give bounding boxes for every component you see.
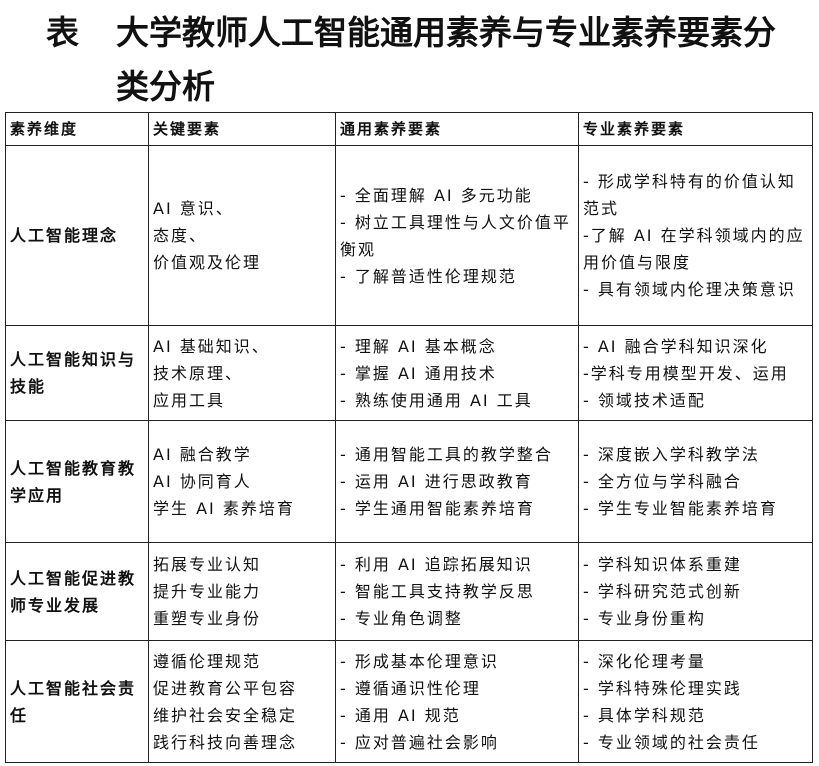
dimension-cell: 人工智能教育教学应用 (5, 420, 149, 543)
cell-item: - 形成基本伦理意识 (340, 651, 499, 671)
cell-item: - 深度嵌入学科教学法 (583, 445, 760, 464)
header-cell: 通用素养要素 (335, 112, 579, 146)
header-row: 素养维度 关键要素 通用素养要素 专业素养要素 (5, 112, 813, 146)
general-cell: - 理解 AI 基本概念 - 掌握 AI 通用技术 - 熟练使用通用 AI 工具 (335, 325, 579, 421)
cell-item: -了解 AI 在学科领域内的应用价值与限度 (583, 226, 805, 272)
professional-cell: - 学科知识体系重建 - 学科研究范式创新 - 专业身份重构 (578, 542, 813, 641)
cell-item: AI 融合教学 (153, 445, 252, 464)
cell-item: - 熟练使用通用 AI 工具 (340, 390, 533, 410)
row: 人工智能知识与技能 AI 基础知识、 技术原理、 应用工具 - 理解 AI 基本概念 - … (5, 325, 813, 421)
key-cell: 遵循伦理规范促进教育公平包容 维护社会安全稳定 践行科技向善理念 (148, 640, 336, 763)
cell-item: 应用工具 (153, 390, 226, 410)
cell-item: - 了解普适性伦理规范 (340, 266, 517, 286)
cell-item: - AI 融合学科知识深化 (583, 336, 769, 356)
key-cell: 拓展专业认知 提升专业能力 重塑专业身份 (148, 542, 336, 641)
cell-item: - 学科知识体系重建 (583, 555, 742, 574)
row: 人工智能促进教师专业发展 拓展专业认知 提升专业能力 重塑专业身份 - 利用 AI 追踪… (5, 542, 813, 641)
cell-item: - 运用 AI 进行思政教育 (340, 472, 533, 491)
cell-item: AI 基础知识、 (153, 336, 270, 356)
row: 人工智能理念 AI 意识、 态度、 价值观及伦理 - 全面理解 AI 多元功能 - 树立工… (5, 145, 813, 326)
row: 人工智能教育教学应用 AI 融合教学 AI 协同育人学生 AI 素养培育 - 通用智能… (5, 420, 813, 543)
general-cell: - 利用 AI 追踪拓展知识 - 智能工具支持教学反思 - 专业角色调整 (335, 542, 579, 641)
cell-item: -学科专用模型开发、运用 (583, 363, 789, 383)
title-text: 大学教师人工智能通用素养与专业素养要素分类分析 (116, 13, 776, 106)
header-cell: 素养维度 (5, 112, 149, 146)
professional-cell: - 深度嵌入学科教学法 - 全方位与学科融合 - 学生专业智能素养培育 (578, 420, 813, 543)
cell-item: - 通用智能工具的教学整合 (340, 445, 553, 464)
general-cell: - 形成基本伦理意识 - 遵循通识性伦理 - 通用 AI 规范 - 应对普遍社会影响 (335, 640, 579, 763)
cell-item: - 学科特殊伦理实践 (583, 678, 742, 698)
cell-item: 践行科技向善理念 (153, 732, 298, 752)
professional-cell: - 深化伦理考量 - 学科特殊伦理实践 - 具体学科规范 - 专业领域的社会责任 (578, 640, 813, 763)
header-cell: 专业素养要素 (578, 112, 813, 146)
general-cell: - 通用智能工具的教学整合 - 运用 AI 进行思政教育 - 学生通用智能素养培育 (335, 420, 579, 543)
cell-item: - 全面理解 AI 多元功能 (340, 185, 533, 205)
cell-item: - 学科研究范式创新 (583, 582, 742, 601)
cell-item: 促进教育公平包容 (153, 678, 298, 698)
dimension-cell: 人工智能理念 (5, 145, 149, 326)
cell-item: AI 意识、 (153, 199, 234, 218)
cell-item: - 应对普遍社会影响 (340, 732, 499, 752)
cell-item: - 具有领域内伦理决策意识 (583, 280, 796, 299)
cell-item: - 领域技术适配 (583, 390, 706, 410)
key-cell: AI 意识、 态度、价值观及伦理 (148, 145, 336, 326)
cell-item: - 专业领域的社会责任 (583, 732, 760, 752)
cell-item: - 具体学科规范 (583, 705, 706, 725)
cell-item: - 通用 AI 规范 (340, 705, 461, 725)
table: 素养维度 关键要素 通用素养要素 专业素养要素 人工智能理念 AI 意识、 态度、 价值观及伦… (5, 112, 813, 763)
cell-item: - 全方位与学科融合 (583, 472, 742, 491)
cell-item: 价值观及伦理 (153, 253, 262, 272)
row: 人工智能社会责任 遵循伦理规范 促进教育公平包容 维护社会安全稳定 践行科技向善理念 - … (5, 640, 813, 763)
cell-item: - 学生通用智能素养培育 (340, 499, 535, 518)
dimension-cell: 人工智能知识与技能 (5, 325, 149, 421)
cell-item: - 专业角色调整 (340, 609, 463, 628)
general-cell: - 全面理解 AI 多元功能 - 树立工具理性与人文价值平衡观 - 了解普适性伦理规… (335, 145, 579, 326)
cell-item: - 智能工具支持教学反思 (340, 582, 535, 601)
cell-item: - 利用 AI 追踪拓展知识 (340, 555, 533, 574)
key-cell: AI 基础知识、 技术原理、应用工具 (148, 325, 336, 421)
cell-item: 学生 AI 素养培育 (153, 499, 295, 518)
cell-item: 提升专业能力 (153, 582, 262, 601)
cell-item: 维护社会安全稳定 (153, 705, 298, 725)
dimension-cell: 人工智能促进教师专业发展 (5, 542, 149, 641)
cell-item: 拓展专业认知 (153, 555, 262, 574)
cell-item: 遵循伦理规范 (153, 651, 262, 671)
cell-item: - 遵循通识性伦理 (340, 678, 481, 698)
cell-item: - 理解 AI 基本概念 (340, 336, 497, 356)
professional-cell: - AI 融合学科知识深化 -学科专用模型开发、运用 - 领域技术适配 (578, 325, 813, 421)
cell-item: 重塑专业身份 (153, 609, 262, 628)
header-cell: 关键要素 (148, 112, 336, 146)
cell-item: 态度、 (153, 226, 208, 245)
title: 表 大学教师人工智能通用素养与专业素养要素分类分析 (46, 6, 776, 114)
cell-item: AI 协同育人 (153, 472, 252, 491)
dimension-cell: 人工智能社会责任 (5, 640, 149, 763)
cell-item: - 形成学科特有的价值认知范式 (583, 172, 796, 218)
cell-item: - 深化伦理考量 (583, 651, 706, 671)
professional-cell: - 形成学科特有的价值认知范式 -了解 AI 在学科领域内的应用价值与限度 - 具有… (578, 145, 813, 326)
cell-item: 技术原理、 (153, 363, 244, 383)
key-cell: AI 融合教学 AI 协同育人学生 AI 素养培育 (148, 420, 336, 543)
title-label: 表 (46, 13, 79, 52)
cell-item: - 树立工具理性与人文价值平衡观 (340, 212, 571, 259)
cell-item: - 学生专业智能素养培育 (583, 499, 778, 518)
cell-item: - 专业身份重构 (583, 609, 706, 628)
cell-item: - 掌握 AI 通用技术 (340, 363, 497, 383)
